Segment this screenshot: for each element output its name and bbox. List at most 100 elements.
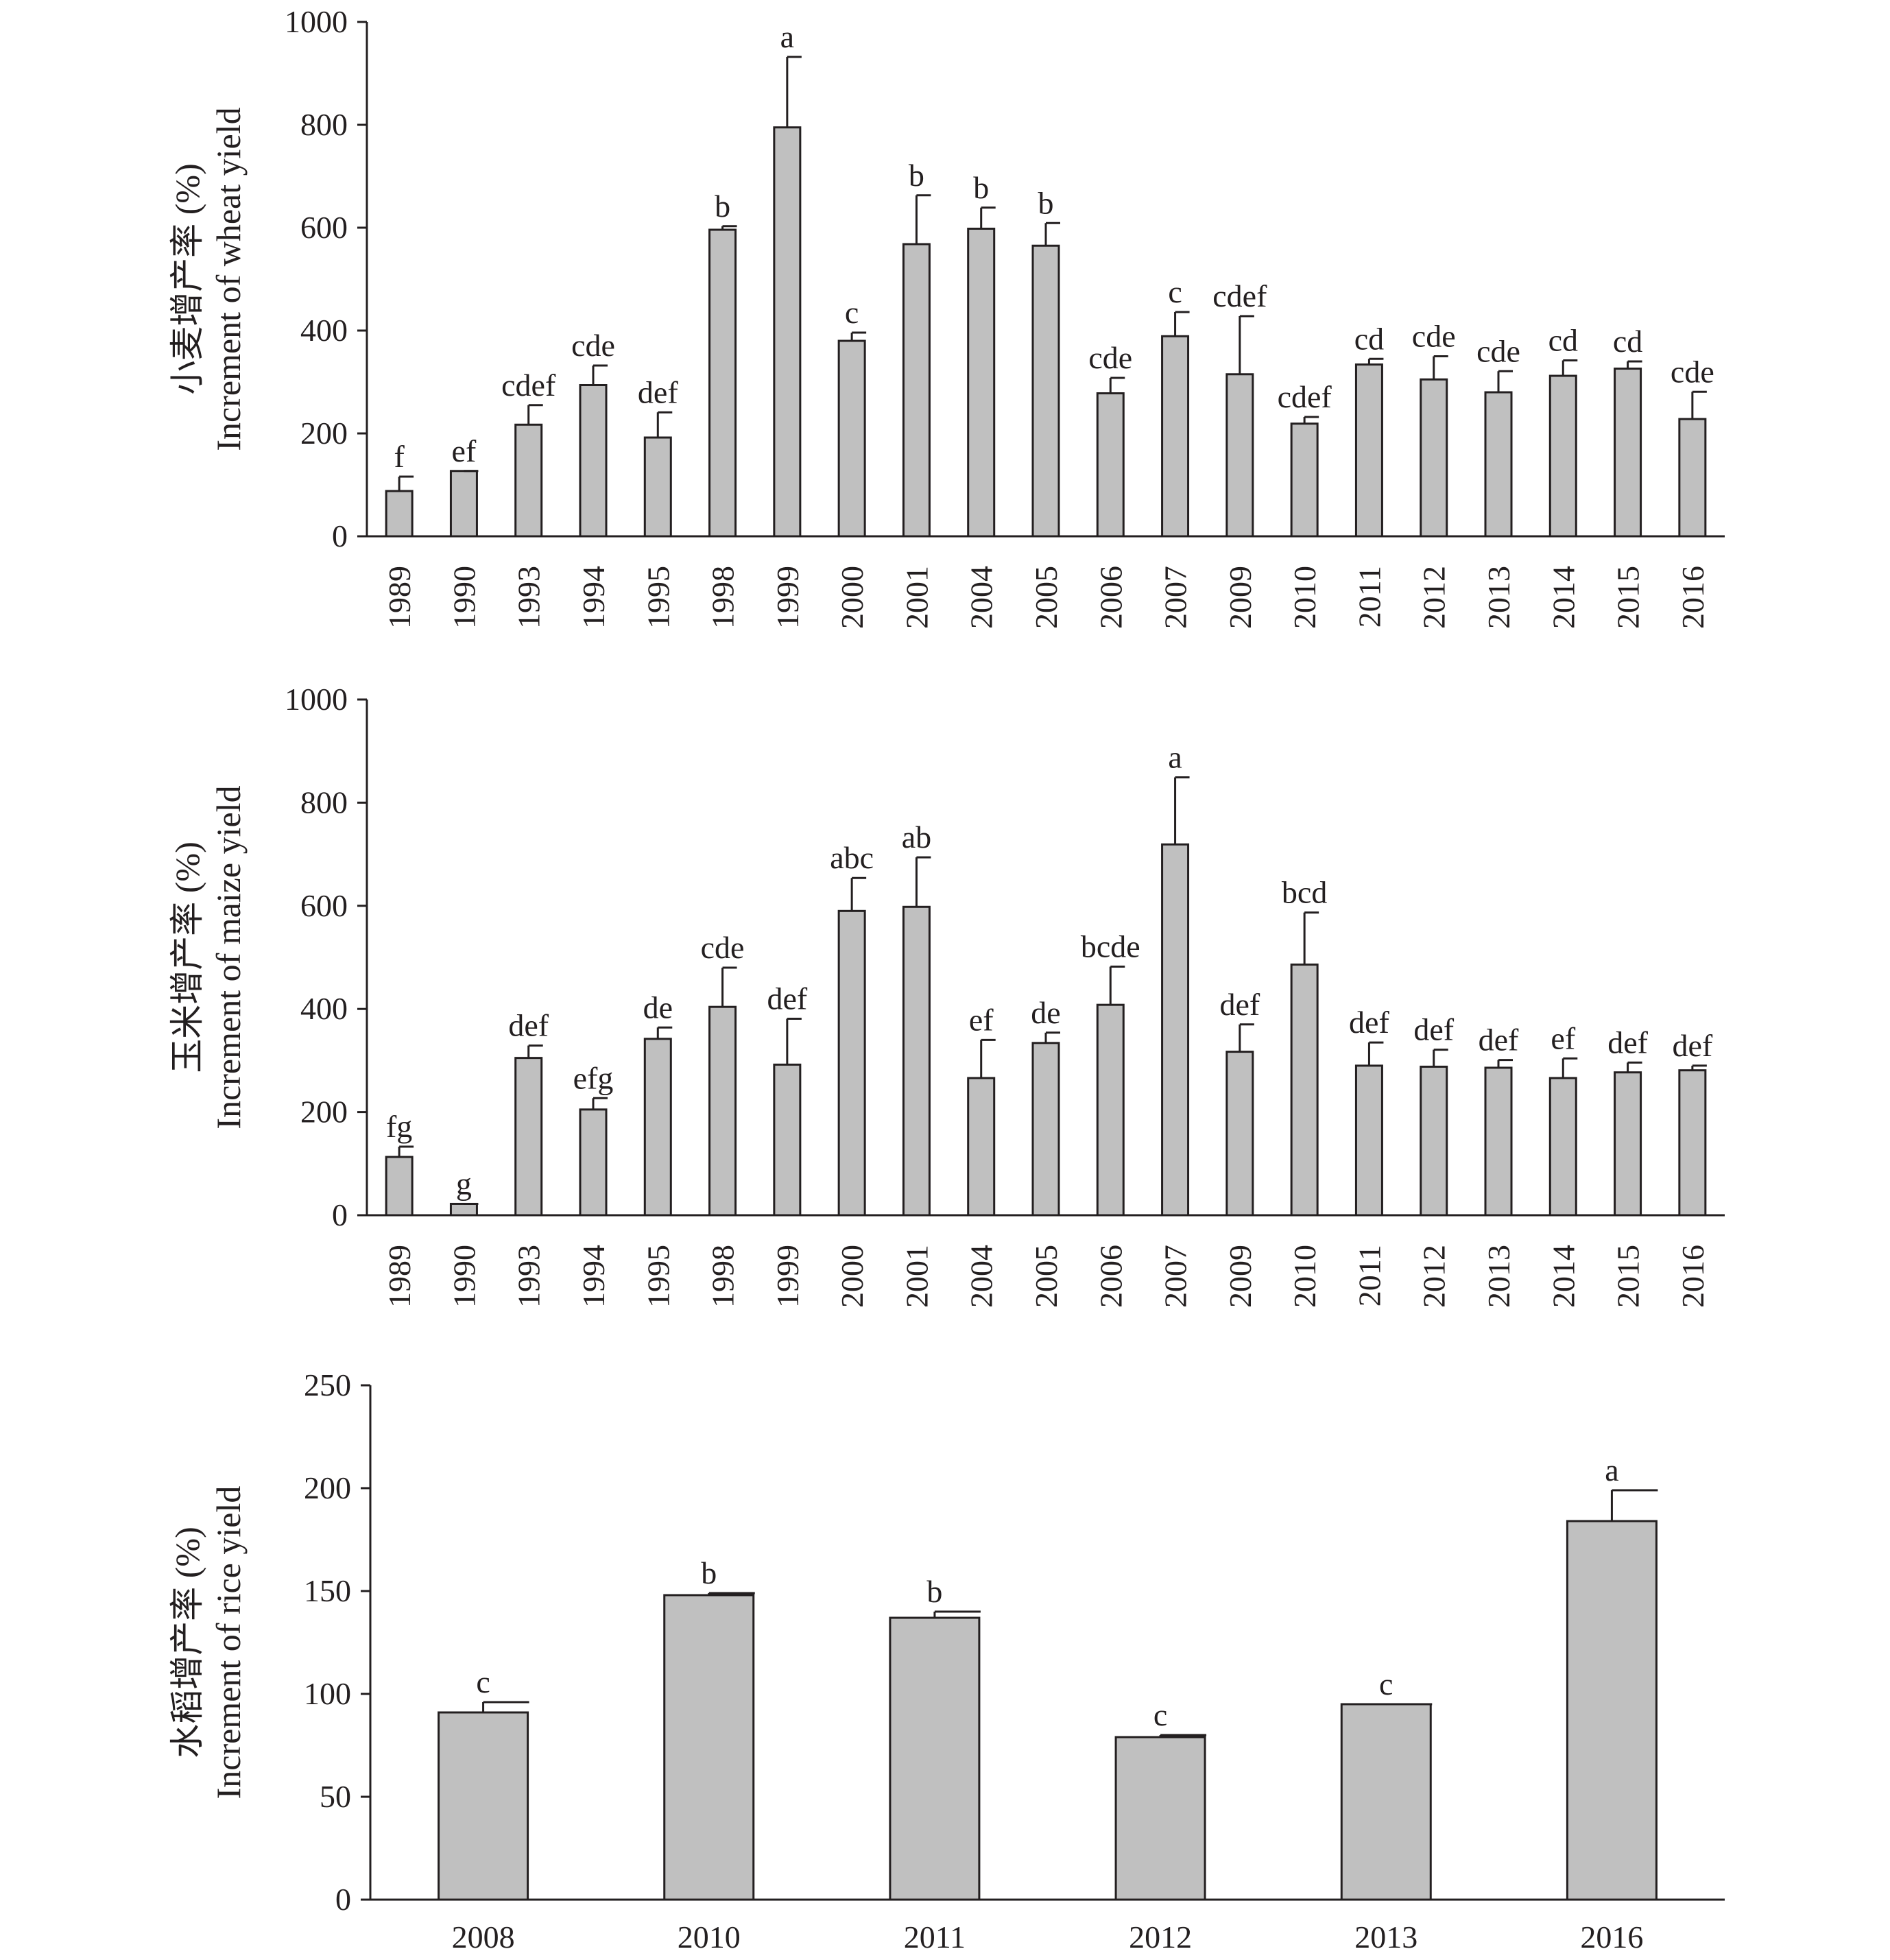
x-tick-label: 2010 [1287,1245,1322,1308]
x-tick-label: 2016 [1675,566,1710,629]
significance-letter: abc [830,840,874,875]
significance-letter: fg [386,1109,412,1144]
bar [1614,368,1642,538]
significance-letter: a [1168,740,1182,775]
bar [1614,1071,1642,1217]
significance-letter: de [643,990,673,1025]
y-tick-label: 600 [300,888,348,923]
x-tick-label: 2015 [1611,566,1646,629]
x-tick-label: 2007 [1158,1245,1193,1308]
significance-letter: c [1379,1666,1393,1701]
y-axis-title-en: Increment of wheat yield [209,107,248,451]
x-tick-label: 2000 [835,566,870,629]
bar [1548,374,1577,538]
bar [1354,363,1383,538]
x-tick-label: 2004 [964,566,999,629]
y-tick-label: 200 [300,1095,348,1130]
significance-letter: def [638,374,678,409]
bar [1420,378,1448,538]
x-tick-label: 2011 [1352,1245,1387,1306]
significance-letter: a [780,19,794,54]
x-tick-label: 2007 [1158,566,1193,629]
significance-letter: b [909,158,924,193]
x-tick-label: 1999 [770,1245,805,1308]
bar [1225,1051,1254,1217]
y-tick-label: 250 [304,1367,351,1402]
bar [708,228,737,538]
x-tick-label: 2012 [1417,1245,1452,1308]
bar [967,228,996,538]
x-tick-label: 2013 [1481,566,1516,629]
x-tick-label: 1990 [446,566,481,629]
y-tick-label: 800 [300,107,348,142]
x-tick-label: 1993 [512,566,547,629]
y-axis-title-en: Increment of rice yield [209,1486,248,1800]
significance-letter: a [1605,1453,1618,1487]
bar [385,1156,414,1217]
y-tick-label: 400 [300,991,348,1026]
significance-letter: efg [573,1060,614,1095]
significance-letter: b [1038,185,1054,220]
significance-letter: bcde [1081,929,1140,964]
significance-letter: cde [1088,340,1132,375]
significance-letter: def [1219,987,1260,1022]
significance-letter: def [508,1008,549,1043]
significance-letter: c [476,1664,490,1699]
y-tick-label: 100 [304,1676,351,1711]
bar [1290,964,1319,1217]
y-tick-label: 0 [332,1197,348,1232]
significance-letter: c [1153,1697,1167,1732]
y-tick-label: 0 [332,518,348,553]
x-tick-label: 2012 [1417,566,1452,629]
bar [967,1077,996,1217]
significance-letter: cdef [1278,379,1332,414]
significance-letter: cde [1671,354,1714,389]
bar [1548,1077,1577,1217]
y-tick-label: 50 [320,1779,351,1814]
bar [1031,1042,1060,1217]
x-tick-label: 1989 [382,566,417,629]
x-tick-label: 2001 [899,1245,934,1308]
wheat-yield-chart: 0 200 400 600 800 1000 小麦增产率 (%) Increment of w… [168,4,1725,629]
bar [449,470,478,538]
y-tick-label: 600 [300,210,348,245]
bar [1678,1069,1707,1217]
x-tick-label: 2006 [1093,1245,1128,1308]
x-tick-label: 2016 [1580,1920,1643,1955]
significance-letter: de [1031,995,1060,1030]
bar [1354,1064,1383,1217]
y-tick-label: 800 [300,785,348,820]
significance-letter: b [926,1574,942,1609]
x-tick-label: 1998 [706,1245,741,1308]
significance-letter: def [1672,1028,1712,1063]
bar [385,490,414,538]
y-axis-title-cn: 水稻增产率 (%) [168,1527,206,1758]
x-tick-label: 1989 [382,1245,417,1308]
x-tick-label: 1990 [446,1245,481,1308]
significance-letter: cd [1354,321,1384,356]
x-tick-label: 2000 [835,1245,870,1308]
x-tick-label: 2016 [1675,1245,1710,1308]
x-tick-label: 2010 [1287,566,1322,629]
bar [643,436,672,538]
x-tick-label: 1999 [770,566,805,629]
significance-letter: f [394,439,405,474]
x-tick-label: 2004 [964,1245,999,1308]
x-tick-label: 1995 [641,566,675,629]
y-axis-title-cn: 玉米增产率 (%) [168,841,206,1073]
significance-letter: ef [969,1002,994,1037]
maize-yield-chart: 0 200 400 600 800 1000 玉米增产率 (%) Increment of m… [168,682,1725,1308]
x-tick-label: 1998 [706,566,741,629]
bar [663,1594,755,1901]
significance-letter: g [456,1166,472,1201]
bar [1114,1736,1206,1901]
significance-letter: c [1168,274,1182,309]
x-tick-label: 1995 [641,1245,675,1308]
bar [837,909,866,1217]
x-tick-label: 1994 [576,1245,611,1308]
significance-letter: cdef [501,368,556,403]
y-tick-label: 1000 [285,682,348,717]
significance-letter: b [701,1555,717,1590]
significance-letter: def [1413,1012,1454,1047]
